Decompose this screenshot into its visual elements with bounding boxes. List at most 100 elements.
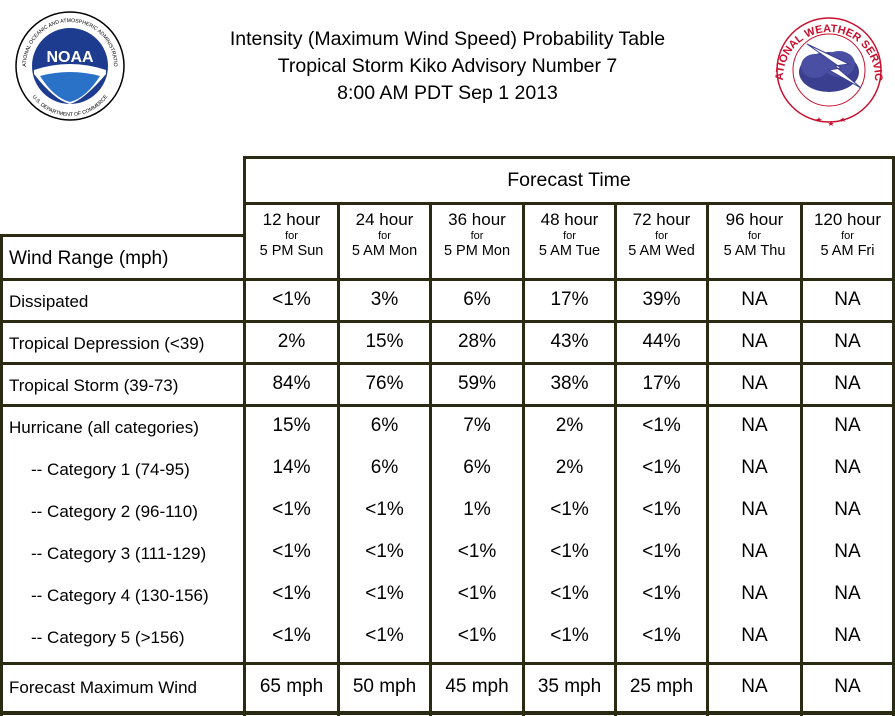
probability-cell: 44% (642, 331, 681, 352)
probability-cell: 6% (370, 415, 399, 436)
probability-cell: NA (741, 289, 768, 310)
column-for: for (655, 230, 668, 242)
table-line-row-1 (0, 320, 895, 323)
max-wind-cell: 45 mph (445, 676, 509, 697)
row-label: Hurricane (all categories) (9, 418, 199, 437)
probability-cell: NA (834, 541, 861, 562)
table-line-forecast-bottom (244, 202, 895, 205)
row-label: -- Category 1 (74-95) (31, 460, 190, 479)
page-subtitle: Tropical Storm Kiko Advisory Number 7 (277, 55, 618, 77)
row-label: Dissipated (9, 292, 89, 311)
table-vline-c6 (800, 202, 803, 716)
probability-cell: <1% (272, 499, 311, 520)
probability-cell: <1% (642, 415, 681, 436)
column-header: 48 hour for 5 AM Tue (525, 210, 614, 260)
max-wind-cell: 65 mph (259, 676, 324, 697)
probability-cell: NA (834, 457, 861, 478)
probability-cell: <1% (365, 625, 404, 646)
probability-cell: 84% (272, 373, 311, 394)
probability-cell: NA (741, 457, 768, 478)
column-hour: 12 hour (262, 210, 321, 229)
probability-cell: 1% (463, 499, 491, 520)
probability-cell: 6% (463, 457, 491, 478)
probability-cell: NA (834, 625, 861, 646)
probability-cell: <1% (272, 289, 311, 310)
probability-cell: 6% (463, 289, 491, 310)
row-label: -- Category 2 (96-110) (31, 502, 198, 521)
max-wind-cell: NA (834, 676, 861, 697)
probability-cell: <1% (365, 541, 404, 562)
probability-cell: <1% (365, 499, 404, 520)
probability-cell: <1% (272, 583, 311, 604)
probability-cell: NA (834, 499, 861, 520)
probability-cell: NA (741, 331, 768, 352)
table-vline-right (892, 156, 895, 716)
probability-cell: <1% (550, 625, 589, 646)
probability-cell: <1% (550, 583, 589, 604)
probability-cell: 7% (463, 415, 491, 436)
probability-cell: NA (834, 583, 861, 604)
forecast-time-label: Forecast Time (507, 169, 631, 191)
column-hour: 24 hour (355, 210, 414, 229)
max-wind-label: Forecast Maximum Wind (9, 678, 197, 697)
column-for: for (470, 230, 484, 242)
table-line-row-2 (0, 362, 895, 365)
probability-cell: 38% (550, 373, 589, 394)
table-line-row-categories (0, 662, 895, 665)
table-vline-c1 (337, 202, 340, 716)
probability-cell: <1% (457, 541, 497, 562)
probability-cell: NA (741, 541, 768, 562)
table-vline-c5 (706, 202, 709, 716)
row-label: -- Category 5 (>156) (31, 628, 185, 647)
probability-cell: <1% (272, 541, 311, 562)
column-header: 12 hour for 5 PM Sun (246, 210, 337, 260)
forecast-time-header: Forecast Time (246, 159, 892, 202)
probability-cell: NA (834, 415, 861, 436)
probability-cell: NA (741, 415, 768, 436)
noaa-logo-text: NOAA (46, 49, 94, 66)
column-date: 5 PM Mon (443, 243, 511, 259)
column-hour: 72 hour (632, 210, 691, 229)
column-header: 72 hour for 5 AM Wed (617, 210, 706, 260)
probability-cell: <1% (272, 625, 311, 646)
table-vline-c2 (429, 202, 432, 716)
column-hour: 48 hour (540, 210, 599, 229)
probability-cell: <1% (365, 583, 404, 604)
column-for: for (378, 230, 391, 242)
advisory-time: 8:00 AM PDT Sep 1 2013 (337, 82, 558, 104)
column-header: 96 hour for 5 AM Thu (709, 210, 800, 260)
table-line-row-3 (0, 404, 895, 407)
column-for: for (285, 230, 298, 242)
table-vline-left (0, 234, 3, 716)
page-title: Intensity (Maximum Wind Speed) Probabili… (229, 28, 666, 50)
probability-cell: <1% (642, 457, 681, 478)
probability-cell: NA (741, 625, 768, 646)
probability-cell: NA (741, 499, 768, 520)
max-wind-cell: 25 mph (629, 676, 694, 697)
max-wind-cell: 35 mph (537, 676, 602, 697)
column-hour: 120 hour (813, 210, 882, 229)
nws-logo: NATIONAL WEATHER SERVICE (773, 8, 884, 126)
column-date: 5 AM Fri (820, 243, 875, 259)
column-for: for (748, 230, 761, 242)
probability-cell: <1% (457, 625, 497, 646)
row-label: Tropical Depression (<39) (9, 334, 205, 353)
column-date: 5 AM Wed (628, 243, 695, 259)
probability-cell: NA (834, 289, 861, 310)
table-line-top (244, 156, 895, 159)
probability-cell: 14% (272, 457, 311, 478)
probability-cell: 15% (272, 415, 311, 436)
probability-cell: <1% (642, 541, 681, 562)
probability-cell: <1% (550, 541, 589, 562)
probability-cell: 28% (457, 331, 497, 352)
page-header: Intensity (Maximum Wind Speed) Probabili… (150, 26, 745, 107)
row-label: Tropical Storm (39-73) (9, 376, 179, 395)
table-line-header-bottom (0, 278, 895, 281)
column-date: 5 AM Mon (351, 243, 418, 259)
probability-cell: 17% (642, 373, 681, 394)
column-hour: 96 hour (725, 210, 784, 229)
column-for: for (563, 230, 576, 242)
probability-cell: <1% (642, 625, 681, 646)
column-header: 36 hour for 5 PM Mon (432, 210, 522, 260)
probability-cell: 15% (365, 331, 404, 352)
